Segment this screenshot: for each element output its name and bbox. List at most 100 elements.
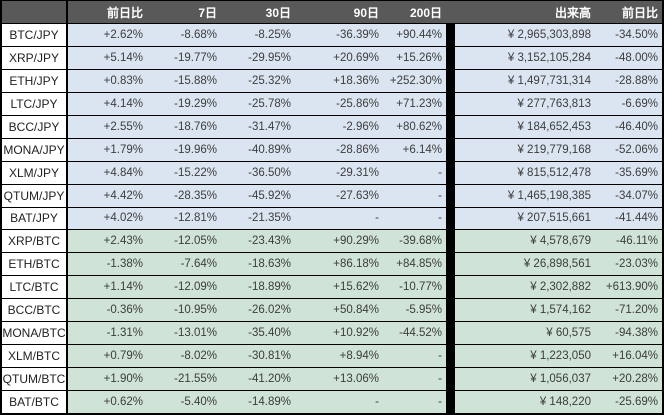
header-column-separator — [446, 1, 455, 23]
table-row: BAT/BTC +0.62% -5.40% -14.89% - - ¥ 148,… — [2, 390, 662, 413]
pair-label: XLM/BTC — [2, 345, 68, 368]
pair-label: XRP/JPY — [2, 46, 68, 69]
cell-change-1d: +4.02% — [68, 207, 150, 230]
table-row: QTUM/JPY +4.42% -28.35% -45.92% -27.63% … — [2, 183, 662, 207]
cell-30d: -25.78% — [224, 92, 298, 115]
cell-7d: -12.05% — [150, 230, 224, 253]
cell-90d: +20.69% — [298, 46, 386, 69]
table-body: BTC/JPY +2.62% -8.68% -8.25% -36.39% +90… — [2, 23, 662, 413]
cell-volume: ¥ 3,152,105,284 — [455, 46, 601, 69]
cell-30d: -35.40% — [224, 322, 298, 345]
cell-volume: ¥ 1,223,050 — [455, 345, 601, 368]
header-change-1d: 前日比 — [68, 1, 150, 23]
column-separator — [446, 24, 455, 46]
cell-volume: ¥ 207,515,661 — [455, 207, 601, 230]
header-volume: 出来高 — [455, 1, 601, 23]
cell-volume-change-1d: -41.44% — [601, 207, 662, 230]
column-separator — [446, 138, 455, 161]
column-separator — [446, 69, 455, 92]
cell-90d: +86.18% — [298, 253, 386, 276]
cell-200d: - — [386, 184, 446, 207]
cell-volume: ¥ 1,056,037 — [455, 368, 601, 390]
cell-30d: -30.81% — [224, 345, 298, 368]
pair-label: ETH/JPY — [2, 69, 68, 92]
table-row: LTC/JPY +4.14% -19.29% -25.78% -25.86% +… — [2, 91, 662, 115]
cell-change-1d: +5.14% — [68, 46, 150, 69]
pair-label: QTUM/JPY — [2, 184, 68, 207]
table-row: BCC/JPY +2.55% -18.76% -31.47% -2.96% +8… — [2, 114, 662, 138]
cell-change-1d: -1.31% — [68, 322, 150, 345]
column-separator — [446, 161, 455, 184]
cell-7d: -13.01% — [150, 322, 224, 345]
cell-change-1d: +0.62% — [68, 391, 150, 413]
cell-90d: +18.36% — [298, 69, 386, 92]
cell-volume-change-1d: +613.90% — [601, 276, 662, 299]
cell-90d: +90.29% — [298, 230, 386, 253]
cell-volume: ¥ 184,652,453 — [455, 115, 601, 138]
header-corner — [2, 1, 68, 23]
pair-label: MONA/BTC — [2, 322, 68, 345]
cell-200d: +90.44% — [386, 24, 446, 46]
cell-volume-change-1d: -94.38% — [601, 322, 662, 345]
table-row: QTUM/BTC +1.90% -21.55% -41.20% +13.06% … — [2, 367, 662, 390]
pair-label: QTUM/BTC — [2, 368, 68, 390]
cell-7d: -12.09% — [150, 276, 224, 299]
cell-7d: -19.29% — [150, 92, 224, 115]
cell-90d: +10.92% — [298, 322, 386, 345]
cell-30d: -36.50% — [224, 161, 298, 184]
cell-volume: ¥ 4,578,679 — [455, 230, 601, 253]
column-separator — [446, 253, 455, 276]
cell-7d: -28.35% — [150, 184, 224, 207]
cell-7d: -18.76% — [150, 115, 224, 138]
column-separator — [446, 299, 455, 322]
pair-label: XLM/JPY — [2, 161, 68, 184]
cell-200d: - — [386, 391, 446, 413]
cell-change-1d: +1.90% — [68, 368, 150, 390]
header-7d: 7日 — [150, 1, 224, 23]
header-90d: 90日 — [298, 1, 386, 23]
cell-90d: +13.06% — [298, 368, 386, 390]
column-separator — [446, 230, 455, 253]
cell-30d: -18.63% — [224, 253, 298, 276]
cell-200d: -39.68% — [386, 230, 446, 253]
cell-30d: -26.02% — [224, 299, 298, 322]
pair-label: LTC/BTC — [2, 276, 68, 299]
pair-label: BAT/BTC — [2, 391, 68, 413]
cell-volume-change-1d: -34.07% — [601, 184, 662, 207]
cell-90d: -36.39% — [298, 24, 386, 46]
column-separator — [446, 92, 455, 115]
header-30d: 30日 — [224, 1, 298, 23]
cell-volume-change-1d: -35.69% — [601, 161, 662, 184]
cell-volume-change-1d: -52.06% — [601, 138, 662, 161]
cell-change-1d: +0.79% — [68, 345, 150, 368]
cell-volume-change-1d: -46.40% — [601, 115, 662, 138]
table-row: BAT/JPY +4.02% -12.81% -21.35% - - ¥ 207… — [2, 206, 662, 230]
header-200d: 200日 — [386, 1, 446, 23]
column-separator — [446, 184, 455, 207]
cell-7d: -12.81% — [150, 207, 224, 230]
cell-200d: +84.85% — [386, 253, 446, 276]
cell-30d: -14.89% — [224, 391, 298, 413]
cell-200d: +80.62% — [386, 115, 446, 138]
cell-volume-change-1d: +20.28% — [601, 368, 662, 390]
table-row: XRP/BTC +2.43% -12.05% -23.43% +90.29% -… — [2, 229, 662, 253]
column-separator — [446, 276, 455, 299]
cell-90d: +15.62% — [298, 276, 386, 299]
cell-7d: -10.95% — [150, 299, 224, 322]
cell-change-1d: +2.62% — [68, 24, 150, 46]
cell-30d: -8.25% — [224, 24, 298, 46]
table-row: ETH/BTC -1.38% -7.64% -18.63% +86.18% +8… — [2, 252, 662, 276]
cell-30d: -18.89% — [224, 276, 298, 299]
pair-label: LTC/JPY — [2, 92, 68, 115]
cell-90d: -29.31% — [298, 161, 386, 184]
cell-volume-change-1d: -25.69% — [601, 391, 662, 413]
table-header-row: 前日比 7日 30日 90日 200日 出来高 前日比 — [2, 1, 662, 23]
pair-label: BAT/JPY — [2, 207, 68, 230]
cell-200d: - — [386, 345, 446, 368]
cell-200d: -5.95% — [386, 299, 446, 322]
cell-7d: -8.68% — [150, 24, 224, 46]
cell-7d: -21.55% — [150, 368, 224, 390]
header-volume-change-1d: 前日比 — [601, 1, 662, 23]
cell-change-1d: -1.38% — [68, 253, 150, 276]
table-row: BCC/BTC -0.36% -10.95% -26.02% +50.84% -… — [2, 298, 662, 322]
